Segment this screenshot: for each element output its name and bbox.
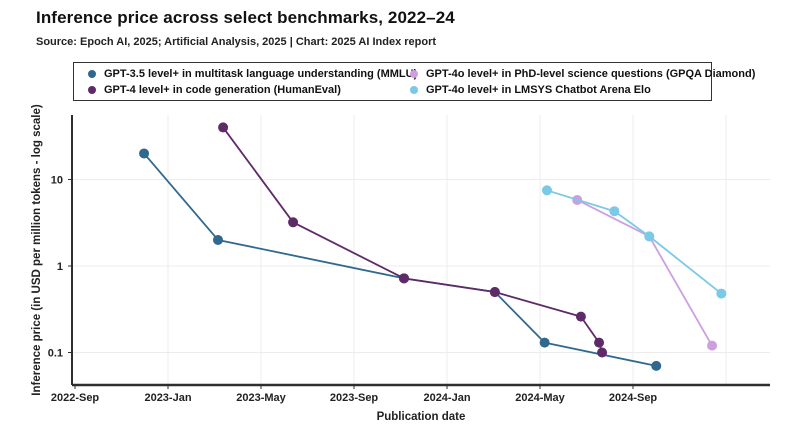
legend-item-humaneval: GPT-4 level+ in code generation (HumanEv… bbox=[84, 82, 406, 98]
legend-item-mmlu: GPT-3.5 level+ in multitask language und… bbox=[84, 66, 417, 82]
series bbox=[218, 122, 608, 358]
data-point bbox=[716, 288, 727, 299]
legend-label: GPT-4o level+ in LMSYS Chatbot Arena Elo bbox=[426, 83, 651, 96]
data-point bbox=[398, 273, 409, 284]
data-point bbox=[575, 311, 586, 322]
x-tick-label: 2024-May bbox=[515, 392, 565, 404]
data-point bbox=[609, 206, 620, 217]
data-point bbox=[218, 122, 229, 133]
data-point bbox=[212, 234, 223, 245]
x-tick-label: 2024-Jan bbox=[423, 392, 470, 404]
data-point bbox=[541, 185, 552, 196]
data-point bbox=[489, 287, 500, 298]
series-line bbox=[222, 126, 603, 353]
x-tick-label: 2023-May bbox=[236, 392, 286, 404]
series-dot-icon bbox=[410, 69, 418, 78]
series-dot-icon bbox=[88, 85, 96, 94]
page-title: Inference price across select benchmarks… bbox=[36, 8, 455, 27]
y-tick-label: 1 bbox=[57, 261, 63, 273]
legend-label: GPT-4 level+ in code generation (HumanEv… bbox=[104, 83, 341, 96]
legend: GPT-3.5 level+ in multitask language und… bbox=[73, 62, 755, 101]
series bbox=[541, 185, 727, 299]
series-line bbox=[546, 189, 722, 295]
data-point bbox=[539, 337, 550, 348]
legend-item-lmsys: GPT-4o level+ in LMSYS Chatbot Arena Elo bbox=[406, 82, 755, 98]
series-line bbox=[576, 199, 713, 347]
data-point bbox=[288, 217, 299, 228]
data-point bbox=[139, 148, 150, 159]
y-tick-label: 0.1 bbox=[48, 348, 63, 360]
x-tick-label: 2022-Sep bbox=[51, 392, 100, 404]
legend-label: GPT-4o level+ in PhD-level science quest… bbox=[426, 67, 756, 80]
x-axis-title: Publication date bbox=[377, 411, 466, 423]
series-line bbox=[143, 152, 657, 367]
x-tick-label: 2023-Sep bbox=[330, 392, 379, 404]
x-tick-label: 2024-Sep bbox=[609, 392, 658, 404]
data-point bbox=[597, 347, 608, 358]
series-dot-icon bbox=[88, 69, 96, 78]
legend-item-gpqa: GPT-4o level+ in PhD-level science quest… bbox=[406, 66, 755, 82]
series bbox=[139, 148, 662, 371]
legend-label: GPT-3.5 level+ in multitask language und… bbox=[104, 67, 418, 80]
data-point bbox=[651, 360, 662, 371]
x-tick-label: 2023-Jan bbox=[144, 392, 191, 404]
data-point bbox=[707, 340, 718, 351]
y-tick-label: 10 bbox=[51, 175, 63, 187]
series-dot-icon bbox=[410, 85, 418, 94]
data-point bbox=[644, 231, 655, 242]
y-axis-title: Inference price (in USD per million toke… bbox=[31, 104, 43, 396]
data-point bbox=[594, 337, 605, 348]
legend-columns: GPT-3.5 level+ in multitask language und… bbox=[84, 66, 755, 98]
source-caption: Source: Epoch AI, 2025; Artificial Analy… bbox=[36, 36, 437, 48]
